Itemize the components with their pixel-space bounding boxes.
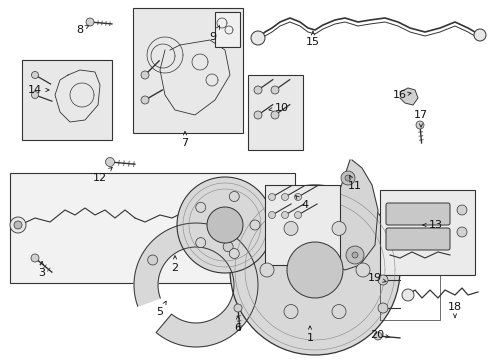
Polygon shape xyxy=(134,223,258,347)
Circle shape xyxy=(206,207,243,243)
FancyBboxPatch shape xyxy=(385,203,449,225)
Text: 17: 17 xyxy=(413,110,427,127)
Circle shape xyxy=(10,217,26,233)
Circle shape xyxy=(286,242,342,298)
Circle shape xyxy=(250,31,264,45)
Circle shape xyxy=(373,332,381,340)
Circle shape xyxy=(456,227,466,237)
Circle shape xyxy=(223,242,233,252)
Circle shape xyxy=(31,72,39,78)
Bar xyxy=(379,190,474,275)
Circle shape xyxy=(229,192,239,202)
Circle shape xyxy=(31,91,39,99)
Text: 8: 8 xyxy=(76,25,89,35)
Bar xyxy=(247,75,303,150)
Circle shape xyxy=(377,275,387,285)
Circle shape xyxy=(270,111,279,119)
Circle shape xyxy=(268,194,275,201)
Circle shape xyxy=(473,29,485,41)
Text: 15: 15 xyxy=(305,31,319,47)
Text: 11: 11 xyxy=(347,175,361,191)
Circle shape xyxy=(377,303,387,313)
Text: 12: 12 xyxy=(93,167,112,183)
Bar xyxy=(22,60,112,140)
Circle shape xyxy=(456,205,466,215)
Circle shape xyxy=(284,305,297,319)
Circle shape xyxy=(268,212,275,219)
Circle shape xyxy=(415,121,423,129)
Text: 7: 7 xyxy=(181,132,188,148)
Circle shape xyxy=(253,111,262,119)
Text: 6: 6 xyxy=(234,316,241,333)
Circle shape xyxy=(294,194,301,201)
Text: 2: 2 xyxy=(171,256,178,273)
Circle shape xyxy=(147,255,157,265)
Circle shape xyxy=(331,305,346,319)
Circle shape xyxy=(234,304,242,312)
Circle shape xyxy=(195,238,205,248)
Circle shape xyxy=(141,96,149,104)
Circle shape xyxy=(346,246,363,264)
Text: 5: 5 xyxy=(156,301,166,317)
Circle shape xyxy=(355,263,369,277)
Polygon shape xyxy=(329,160,377,270)
Circle shape xyxy=(351,252,357,258)
Circle shape xyxy=(294,212,301,219)
Circle shape xyxy=(331,221,346,235)
Circle shape xyxy=(229,248,239,258)
Text: 16: 16 xyxy=(392,90,410,100)
Circle shape xyxy=(177,177,272,273)
Circle shape xyxy=(281,212,288,219)
Circle shape xyxy=(141,71,149,79)
Circle shape xyxy=(260,263,273,277)
Circle shape xyxy=(345,175,350,181)
Circle shape xyxy=(253,86,262,94)
Circle shape xyxy=(14,221,22,229)
Text: 4: 4 xyxy=(295,195,308,210)
Bar xyxy=(264,185,339,265)
FancyBboxPatch shape xyxy=(385,228,449,250)
Text: 1: 1 xyxy=(306,326,313,343)
Bar xyxy=(215,12,240,47)
Circle shape xyxy=(31,254,39,262)
Circle shape xyxy=(229,185,399,355)
Text: 10: 10 xyxy=(268,103,288,113)
Circle shape xyxy=(249,220,260,230)
Circle shape xyxy=(284,221,297,235)
Circle shape xyxy=(270,86,279,94)
Text: 18: 18 xyxy=(447,302,461,318)
Circle shape xyxy=(340,171,354,185)
Circle shape xyxy=(401,289,413,301)
Text: 13: 13 xyxy=(422,220,442,230)
Bar xyxy=(133,8,243,133)
Text: 3: 3 xyxy=(39,262,45,278)
Circle shape xyxy=(195,202,205,212)
Polygon shape xyxy=(399,88,417,105)
Circle shape xyxy=(105,158,114,166)
Text: 9: 9 xyxy=(209,26,219,42)
Text: 20: 20 xyxy=(369,330,389,340)
Circle shape xyxy=(281,194,288,201)
Text: 14: 14 xyxy=(28,85,49,95)
Circle shape xyxy=(86,18,94,26)
Text: 19: 19 xyxy=(367,273,386,283)
Bar xyxy=(379,275,439,320)
Bar xyxy=(10,173,294,283)
